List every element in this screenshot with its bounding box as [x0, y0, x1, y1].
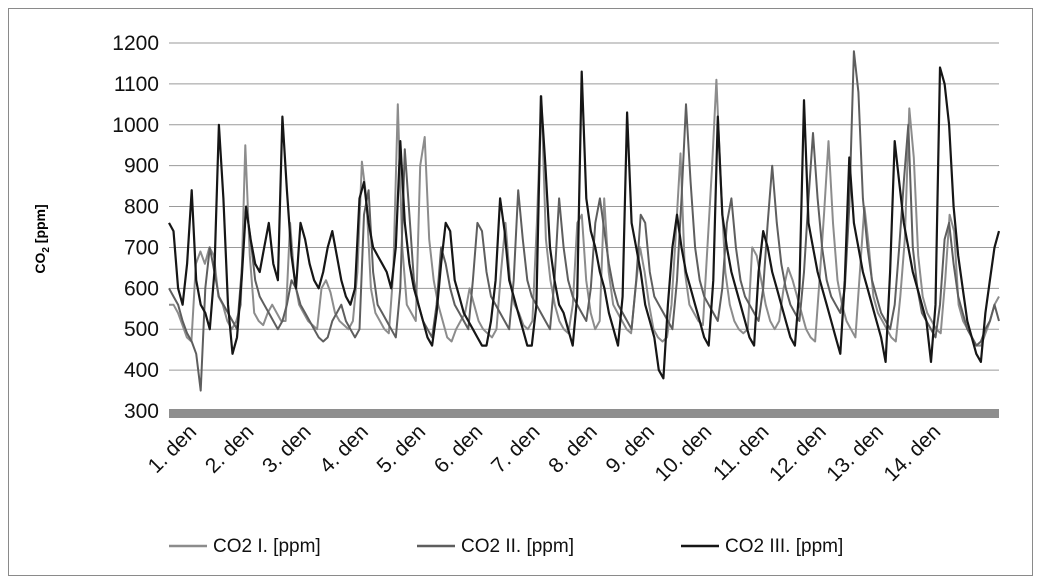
y-axis-label-sub: 2	[41, 247, 52, 253]
y-tick-label: 700	[124, 236, 159, 259]
x-tick-label: 3. den	[258, 420, 316, 478]
legend-label: CO2 II. [ppm]	[461, 536, 574, 557]
y-tick-label: 900	[124, 155, 159, 178]
series-line-3	[168, 66, 1001, 380]
x-tick-label: 8. den	[544, 420, 602, 478]
y-axis-label-main: CO	[32, 253, 48, 274]
series-line-2	[168, 50, 1000, 392]
x-tick-label: 2. den	[201, 420, 259, 478]
y-axis-label-unit: [ppm]	[32, 204, 48, 247]
y-tick-label: 800	[124, 196, 159, 219]
x-tick-label: 1. den	[144, 420, 202, 478]
x-tick-label: 13. den	[822, 420, 888, 486]
x-tick-label: 12. den	[765, 420, 831, 486]
x-tick-label: 10. den	[651, 420, 717, 486]
legend: CO2 I. [ppm] CO2 II. [ppm] CO2 III. [ppm]	[169, 536, 843, 557]
y-tick-label: 1100	[114, 73, 159, 96]
chart-frame: 300 400 500 600 700 800 900 1000 1100 1200 1. den…	[8, 8, 1033, 576]
co2-line-chart: 300 400 500 600 700 800 900 1000 1100 1200 1. den…	[32, 32, 1001, 557]
x-tick-label: 7. den	[487, 420, 545, 478]
x-tick-label: 6. den	[430, 420, 488, 478]
x-tick-label: 4. den	[315, 420, 373, 478]
x-tick-label: 5. den	[373, 420, 431, 478]
x-tick-label: 11. den	[709, 420, 774, 485]
y-tick-label: 500	[124, 318, 159, 341]
series-lines	[168, 50, 1001, 392]
y-tick-label: 1000	[112, 114, 159, 137]
axes	[169, 409, 999, 418]
y-axis-label: CO2 [ppm]	[32, 204, 52, 273]
y-tick-labels: 300 400 500 600 700 800 900 1000 1100 1200	[112, 32, 159, 423]
y-tick-label: 1200	[112, 32, 159, 55]
x-tick-label: 14. den	[879, 420, 945, 486]
x-tick-labels: 1. den 2. den 3. den 4. den 5. den 6. den 7. d…	[144, 420, 946, 486]
x-axis-line	[169, 409, 999, 418]
y-tick-label: 600	[124, 277, 159, 300]
y-tick-label: 300	[124, 400, 159, 423]
y-tick-label: 400	[124, 359, 159, 382]
legend-label: CO2 III. [ppm]	[725, 536, 843, 557]
legend-label: CO2 I. [ppm]	[213, 536, 321, 557]
grid-lines	[169, 42, 999, 371]
